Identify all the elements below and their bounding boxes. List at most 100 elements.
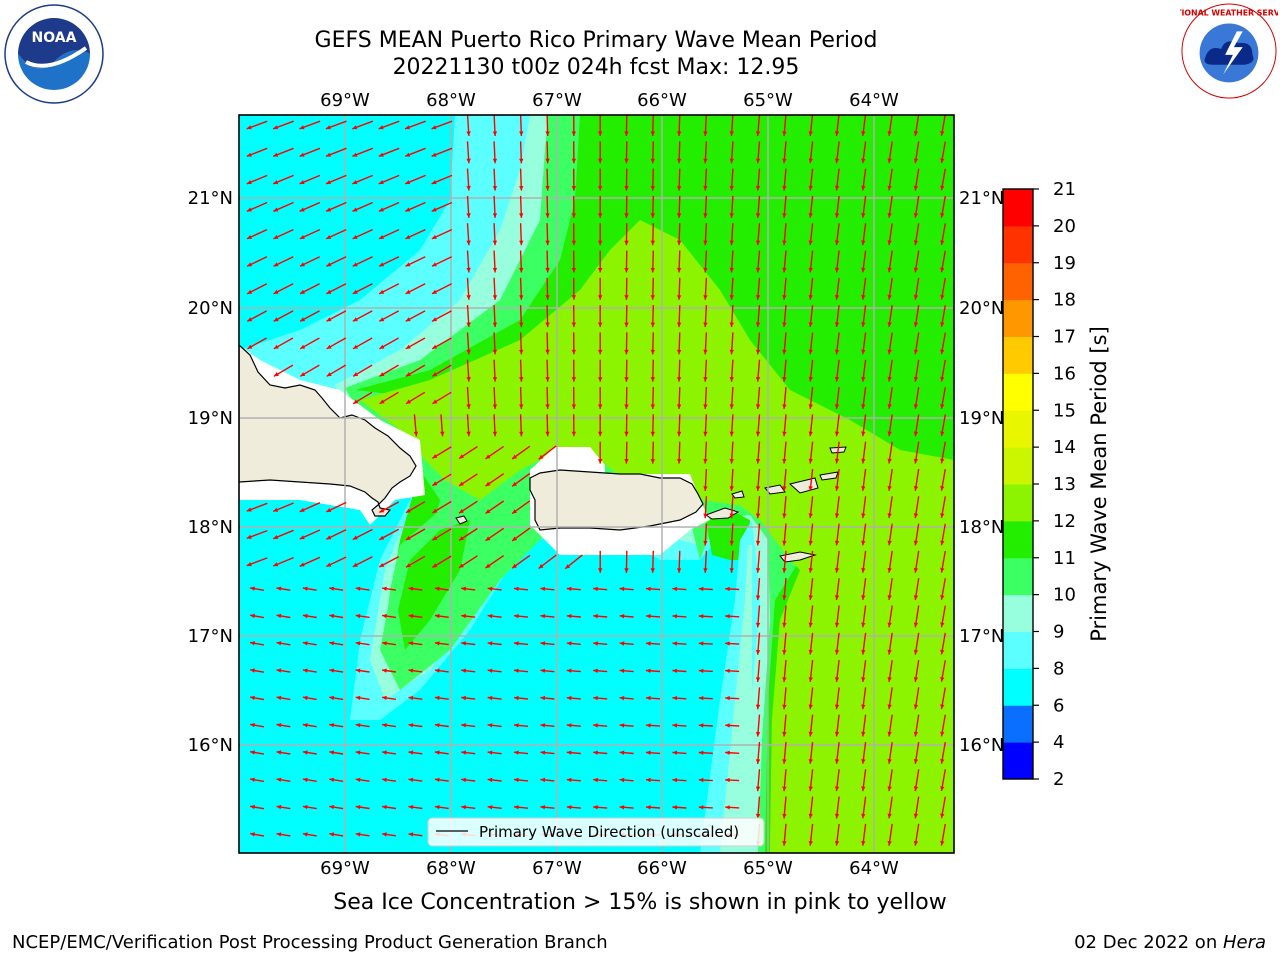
wave-arrow-head: [352, 180, 358, 185]
colorbar-segment: [1003, 447, 1033, 485]
wave-arrow-head: [250, 723, 255, 728]
wave-arrow-head: [466, 404, 471, 409]
wave-arrow-head: [782, 322, 787, 328]
wave-arrow-head: [861, 540, 866, 546]
wave-arrow-head: [571, 377, 576, 382]
wave-arrow-head: [729, 458, 734, 464]
wave-arrow-head: [755, 404, 761, 409]
wave-arrow-head: [619, 723, 625, 728]
wave-arrow-head: [408, 695, 414, 701]
wave-arrow-head: [302, 695, 308, 701]
wave-arrow-head: [273, 180, 279, 185]
wave-arrow-head: [650, 131, 655, 136]
wave-arrow-head: [432, 344, 438, 349]
wave-arrow-head: [861, 486, 866, 491]
wave-arrow-head: [379, 399, 385, 404]
wave-arrow-head: [782, 185, 787, 191]
wave-arrow-head: [250, 750, 255, 755]
colorbar-tick-label: 12: [1053, 511, 1076, 532]
wave-arrow-head: [492, 295, 498, 300]
period-band-12-13-east: [770, 470, 954, 853]
wave-arrow-head: [861, 404, 866, 409]
wave-arrow-head: [300, 317, 306, 322]
wave-arrow-head: [650, 267, 655, 273]
wave-arrow-head: [538, 454, 544, 460]
wave-arrow-head: [940, 622, 945, 628]
wave-arrow-head: [273, 125, 279, 130]
wave-arrow-head: [782, 731, 787, 737]
wave-arrow-head: [755, 786, 761, 792]
wave-arrow-head: [755, 731, 761, 737]
wave-arrow-head: [650, 158, 655, 164]
wave-arrow-head: [519, 377, 524, 382]
colorbar-tick-label: 9: [1053, 622, 1064, 643]
wave-arrow-head: [808, 213, 813, 218]
wave-arrow-head: [432, 508, 438, 513]
wave-arrow-head: [940, 294, 945, 300]
wave-arrow-head: [299, 562, 305, 567]
wave-arrow-head: [913, 486, 919, 491]
wave-arrow-head: [861, 677, 866, 682]
wave-arrow-head: [887, 322, 892, 327]
wave-arrow-head: [624, 568, 629, 573]
wave-arrow-head: [545, 240, 550, 246]
wave-arrow-head: [887, 158, 892, 164]
wave-arrow-head: [352, 562, 358, 567]
wave-arrow-head: [514, 777, 519, 783]
wave-arrow-head: [940, 677, 945, 682]
wave-arrow-head: [940, 431, 945, 437]
wave-arrow-head: [861, 185, 866, 191]
wave-arrow-head: [326, 372, 332, 377]
wave-arrow-head: [677, 568, 682, 573]
wave-arrow-head: [698, 668, 704, 673]
graticule: [239, 115, 954, 853]
wave-arrow-head: [808, 759, 813, 764]
wave-arrow-head: [355, 586, 361, 591]
wave-arrow-head: [408, 613, 414, 619]
wave-arrow-head: [514, 695, 519, 701]
wave-arrow-head: [834, 704, 840, 710]
wave-arrow-head: [485, 481, 491, 487]
wave-arrow-head: [405, 508, 411, 513]
wave-arrow-head: [247, 289, 253, 294]
wave-arrow-head: [887, 649, 892, 655]
wave-arrow-head: [646, 641, 651, 646]
wave-arrow-head: [329, 832, 335, 837]
wave-arrow-head: [512, 454, 517, 459]
wave-arrow-head: [755, 377, 761, 382]
wave-arrow-head: [703, 377, 708, 382]
colorbar-tick-label: 15: [1053, 400, 1076, 421]
wave-arrow-head: [808, 486, 813, 491]
wave-arrow-head: [782, 513, 787, 519]
wave-arrow-head: [326, 180, 331, 185]
wave-arrow-head: [405, 344, 411, 349]
wave-arrow-head: [492, 349, 498, 355]
wave-arrow-head: [755, 185, 761, 191]
lon-label-bottom: 67°W: [532, 858, 582, 879]
wave-arrow-head: [352, 317, 358, 322]
wave-arrow-head: [698, 750, 704, 755]
wave-arrow-head: [650, 213, 655, 218]
wave-arrow-head: [299, 152, 305, 157]
colorbar-segment: [1003, 189, 1033, 227]
wave-arrow-head: [913, 213, 919, 218]
wave-arrow-head: [276, 777, 282, 782]
wave-arrow-head: [808, 431, 813, 437]
wave-arrow-head: [355, 750, 361, 755]
wave-arrow-head: [466, 131, 471, 136]
colorbar-tick-label: 2: [1053, 769, 1064, 790]
wave-arrow-head: [913, 131, 919, 136]
wave-arrow-head: [566, 723, 572, 728]
wave-arrow-head: [434, 641, 440, 646]
wave-arrow-head: [326, 317, 332, 322]
wave-arrow-head: [545, 267, 550, 273]
wave-arrow-head: [729, 486, 734, 491]
wave-arrow-head: [300, 344, 306, 349]
lon-label-top: 66°W: [637, 90, 687, 111]
wave-arrow-head: [355, 777, 361, 782]
wave-arrow-head: [782, 704, 787, 710]
wave-arrow-head: [887, 840, 892, 846]
wave-arrow-head: [861, 704, 866, 710]
colorbar-ticks: 2 4 6 8 9 10 11 12 13 14 15 16 17 18 19 20 21: [1033, 179, 1076, 790]
wave-arrow-head: [514, 723, 519, 728]
